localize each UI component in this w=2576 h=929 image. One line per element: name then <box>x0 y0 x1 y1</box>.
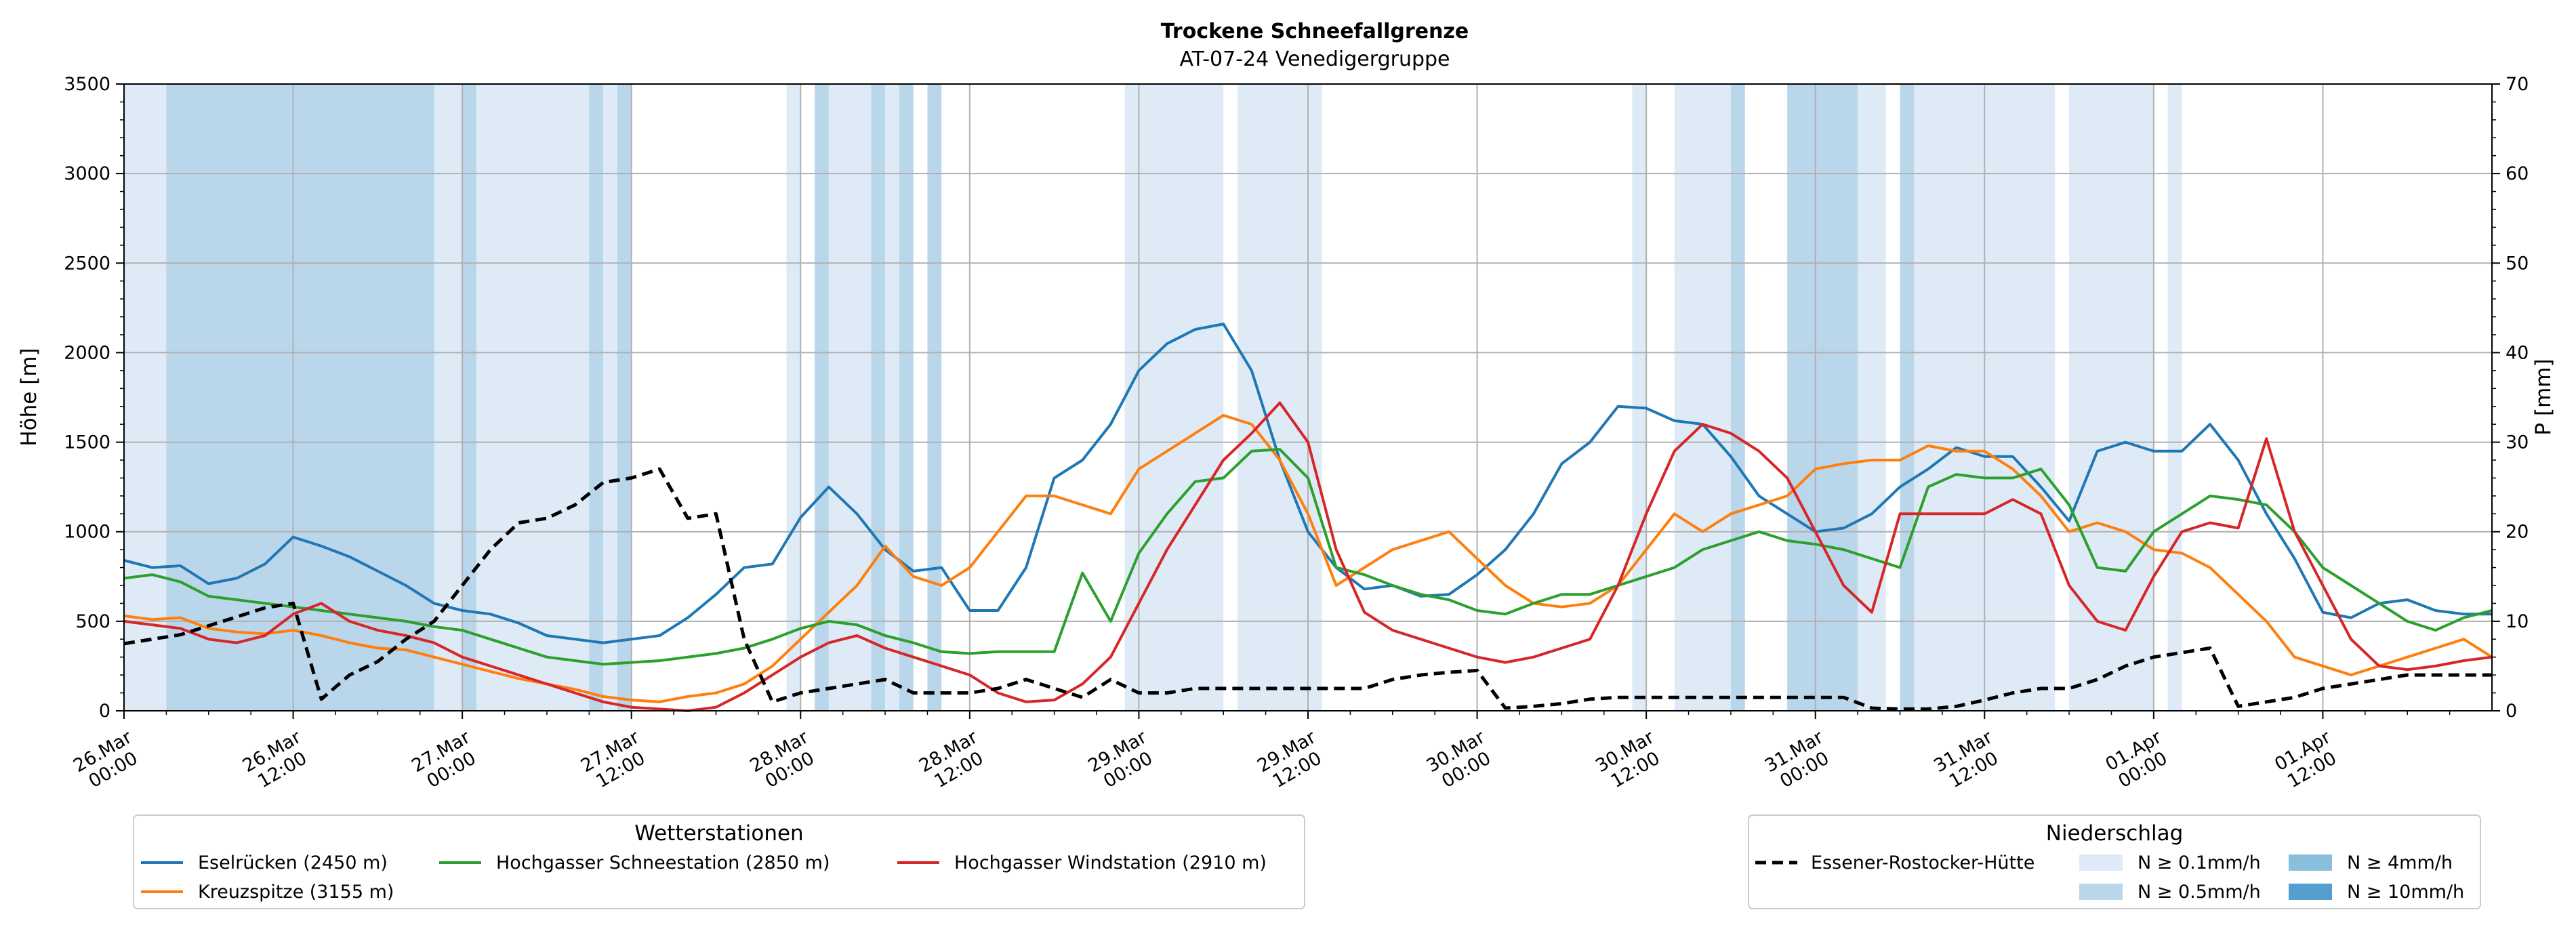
xtick-label-3: 27.Mar12:00 <box>577 726 654 795</box>
series-lines <box>123 323 2493 712</box>
precip-band-25 <box>2167 84 2182 711</box>
left-y-axis: 0 500 1000 1500 2000 2500 3000 3500 <box>64 74 124 722</box>
precip-band-0 <box>124 84 167 711</box>
series-line-0 <box>123 323 2492 644</box>
legend-precip-swatch-2 <box>2289 854 2332 871</box>
precip-band-10 <box>828 84 872 711</box>
precipitation-bands <box>124 84 2182 711</box>
precip-band-21 <box>1858 84 1886 711</box>
legend-precip-label-1: N ≥ 0.5mm/h <box>2138 882 2261 903</box>
ytick-right-label-6: 60 <box>2506 163 2529 184</box>
precip-band-15 <box>1124 84 1224 711</box>
x-axis: 26.Mar00:00 26.Mar12:00 27.Mar00:00 27.Mar1… <box>70 711 2451 795</box>
ytick-right-label-3: 30 <box>2506 432 2529 453</box>
stations-legend: Wetterstationen Eselrücken (2450 m) Kreuz… <box>133 814 1305 909</box>
right-y-axis: 0 10 20 30 40 50 60 70 <box>2492 74 2529 722</box>
ytick-right-label-1: 10 <box>2506 611 2529 632</box>
legend-precip-label-0: N ≥ 0.1mm/h <box>2138 852 2261 873</box>
precip-band-22 <box>1900 84 1915 711</box>
xtick-label-4: 28.Mar00:00 <box>746 726 823 795</box>
xtick-label-7: 29.Mar12:00 <box>1254 726 1330 795</box>
xtick-label-0: 26.Mar00:00 <box>70 726 146 795</box>
ytick-right-label-4: 40 <box>2506 342 2529 363</box>
xtick-label-1: 26.Mar12:00 <box>239 726 316 795</box>
precip-band-2 <box>434 84 463 711</box>
series-line-3 <box>123 401 2493 712</box>
chart-title: Trockene Schneefallgrenze <box>1161 20 1469 43</box>
ytick-label-7: 3500 <box>64 74 110 95</box>
ytick-right-label-7: 70 <box>2506 74 2529 95</box>
precip-band-17 <box>1632 84 1647 711</box>
y-axis-label-right: P [mm] <box>2531 358 2556 435</box>
ytick-label-1: 500 <box>75 611 110 632</box>
legend-precip-swatch-1 <box>2079 884 2123 900</box>
precip-band-20 <box>1787 84 1858 711</box>
legend-precip-swatch-3 <box>2289 884 2332 900</box>
legend-precip-label-2: N ≥ 4mm/h <box>2347 852 2453 873</box>
legend-label-3: Hochgasser Windstation (2910 m) <box>954 852 1267 873</box>
precip-band-12 <box>885 84 899 711</box>
precip-band-8 <box>786 84 801 711</box>
precip-band-24 <box>2069 84 2154 711</box>
xtick-label-6: 29.Mar00:00 <box>1085 726 1162 795</box>
precip-band-16 <box>1238 84 1322 711</box>
precip-band-9 <box>815 84 829 711</box>
legend-precip-swatch-0 <box>2079 854 2123 871</box>
ytick-right-label-5: 50 <box>2506 253 2529 274</box>
legend-label-0: Eselrücken (2450 m) <box>198 852 388 873</box>
ytick-label-3: 1500 <box>64 432 110 453</box>
precip-band-5 <box>589 84 604 711</box>
legend-label-2: Hochgasser Schneestation (2850 m) <box>496 852 830 873</box>
precip-band-14 <box>927 84 942 711</box>
legend-precip-label-3: N ≥ 10mm/h <box>2347 882 2464 903</box>
precip-legend-title: Niederschlag <box>2046 821 2184 846</box>
xtick-label-8: 30.Mar00:00 <box>1423 726 1500 795</box>
xtick-label-13: 01.Apr12:00 <box>2271 726 2345 793</box>
precip-band-11 <box>871 84 886 711</box>
xtick-label-2: 27.Mar00:00 <box>408 726 485 795</box>
xtick-label-12: 01.Apr00:00 <box>2102 726 2176 793</box>
xtick-label-5: 28.Mar12:00 <box>916 726 992 795</box>
xtick-label-9: 30.Mar12:00 <box>1592 726 1669 795</box>
legend-label-hut: Essener-Rostocker-Hütte <box>1811 852 2035 873</box>
series-line-4 <box>123 467 2492 711</box>
precip-legend: Niederschlag Essener-Rostocker-Hütte N ≥ … <box>1748 814 2481 909</box>
precip-band-3 <box>462 84 476 711</box>
ytick-label-6: 3000 <box>64 163 110 184</box>
legend-label-1: Kreuzspitze (3155 m) <box>198 882 394 903</box>
series-line-2 <box>123 448 2493 666</box>
xtick-label-10: 31.Mar00:00 <box>1761 726 1838 795</box>
precip-band-13 <box>899 84 914 711</box>
precip-band-19 <box>1730 84 1745 711</box>
ytick-label-0: 0 <box>99 701 110 722</box>
ytick-label-4: 2000 <box>64 342 110 363</box>
stations-legend-title: Wetterstationen <box>634 821 803 846</box>
ytick-right-label-2: 20 <box>2506 522 2529 543</box>
chart-subtitle: AT-07-24 Venedigergruppe <box>1179 47 1450 71</box>
stations-legend-box <box>133 814 1305 909</box>
y-axis-label: Höhe [m] <box>17 348 41 446</box>
series-line-1 <box>123 413 2493 703</box>
ytick-label-2: 1000 <box>64 522 110 543</box>
precip-band-7 <box>617 84 632 711</box>
precip-band-1 <box>166 84 434 711</box>
ytick-label-5: 2500 <box>64 253 110 274</box>
xtick-label-11: 31.Mar12:00 <box>1930 726 2007 795</box>
precip-band-6 <box>603 84 617 711</box>
precip-band-4 <box>476 84 590 711</box>
ytick-right-label-0: 0 <box>2506 701 2517 722</box>
